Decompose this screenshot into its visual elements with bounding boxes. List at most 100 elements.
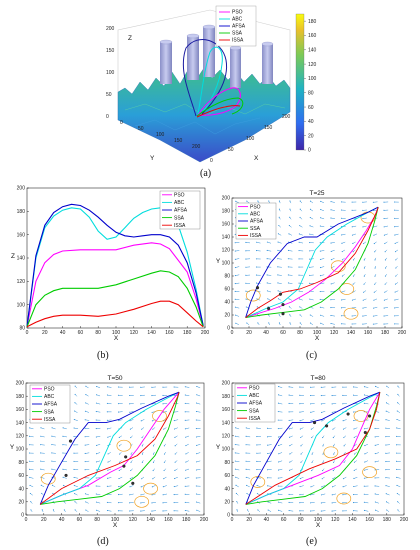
y-tick-label: 20 [18,500,24,506]
wind-arrow-head [331,420,334,422]
wind-arrow-head [184,428,186,430]
wind-arrow-head [384,291,386,293]
wind-arrow-head [385,436,387,438]
wind-arrow-head [184,386,186,388]
series-line-afsa [245,391,381,505]
wind-arrow-head [234,242,236,244]
legend-label: ABC [44,394,55,400]
wind-arrow-head [396,484,398,487]
wind-arrow [96,493,101,495]
wind-arrow-head [118,461,121,463]
wind-arrow-head [363,428,365,430]
wind-arrow [40,468,45,471]
wind-arrow [341,290,346,293]
wind-arrow-head [319,250,321,252]
wind-arrow-head [256,477,258,479]
wind-arrow-head [330,291,332,293]
wind-arrow-head [95,436,97,438]
wind-arrow-head [394,201,396,203]
wind-arrow-head [342,386,344,388]
wind-arrow [342,493,347,495]
wind-arrow-head [299,322,301,324]
wind-arrow-head [106,485,108,487]
waypoint-marker [124,455,128,459]
wind-arrow-head [151,411,153,413]
wind-arrow-head [266,477,269,479]
wind-arrow [320,315,325,317]
wind-arrow-head [363,501,365,503]
wind-arrow-head [299,208,301,210]
series-line-ssa [245,206,379,319]
y-tick-label: 0 [120,120,123,126]
wind-arrow [235,435,240,438]
y-tick-label: 140 [222,235,231,241]
x-tick-label: 200 [200,517,209,523]
y-tick-label: 140 [17,256,26,262]
x-tick-label: 200 [398,330,407,336]
wind-arrow-head [257,509,259,511]
wind-arrow-head [309,241,311,244]
wind-arrow-head [277,402,280,404]
wind-arrow-head [85,509,87,511]
legend-a-label: ISSA [232,38,244,44]
wind-arrow [331,257,335,260]
wind-arrow [320,274,325,276]
wind-arrow [375,394,379,397]
wind-arrow-head [151,395,153,397]
waypoint-marker [363,430,367,435]
wind-arrow-head [299,411,301,413]
wind-arrow-head [289,445,291,447]
wind-arrow-head [383,209,385,211]
wind-arrow [267,282,272,284]
wind-arrow-head [245,274,247,276]
x-tick-label: 80 [297,330,303,336]
wind-arrow-head [372,201,374,203]
wind-arrow [310,411,315,413]
wind-arrow-head [95,402,98,404]
wind-arrow-head [162,494,164,496]
wind-arrow-head [278,322,280,324]
wind-arrow-head [196,385,198,388]
wind-arrow [51,444,56,446]
x-tick-label: 160 [365,517,374,523]
wind-arrow [185,468,190,471]
wind-arrow [63,427,67,430]
wind-arrow-head [299,403,301,405]
z-tick-label: 150 [106,48,115,54]
wind-arrow-head [395,275,397,277]
y-tick-label: 100 [222,261,231,267]
wind-arrow-head [195,427,197,430]
wind-arrow-head [277,493,279,495]
wind-arrow [332,485,336,488]
wind-arrow-head [396,476,398,478]
wind-arrow-head [363,283,365,285]
wind-arrow-head [331,502,333,504]
wind-arrow [375,452,380,454]
z-tick-label: 100 [106,70,115,76]
wind-arrow-head [257,200,259,202]
wind-arrow-head [130,461,132,463]
y-tick-label: 40 [224,486,230,492]
wind-arrow-head [374,469,376,471]
y-axis-label: Y [150,155,155,162]
wind-arrow-head [397,385,399,387]
wind-arrow [51,427,56,430]
wind-arrow-head [383,234,385,236]
x-tick-label: 60 [281,517,287,523]
wind-arrow-head [256,468,258,471]
wind-arrow-head [277,411,279,413]
wind-arrow-head [74,393,76,395]
wind-arrow-head [84,452,86,454]
wind-arrow [364,468,369,471]
wind-arrow [129,419,134,421]
wind-arrow-head [309,250,311,252]
wind-arrow-head [385,469,387,471]
wind-arrow-head [267,444,269,446]
wind-arrow-head [174,428,176,430]
wind-arrow-head [385,419,387,421]
wind-arrow-head [96,509,98,511]
wind-arrow-head [234,444,236,446]
wind-arrow-head [62,476,64,478]
wind-arrow [385,419,390,421]
